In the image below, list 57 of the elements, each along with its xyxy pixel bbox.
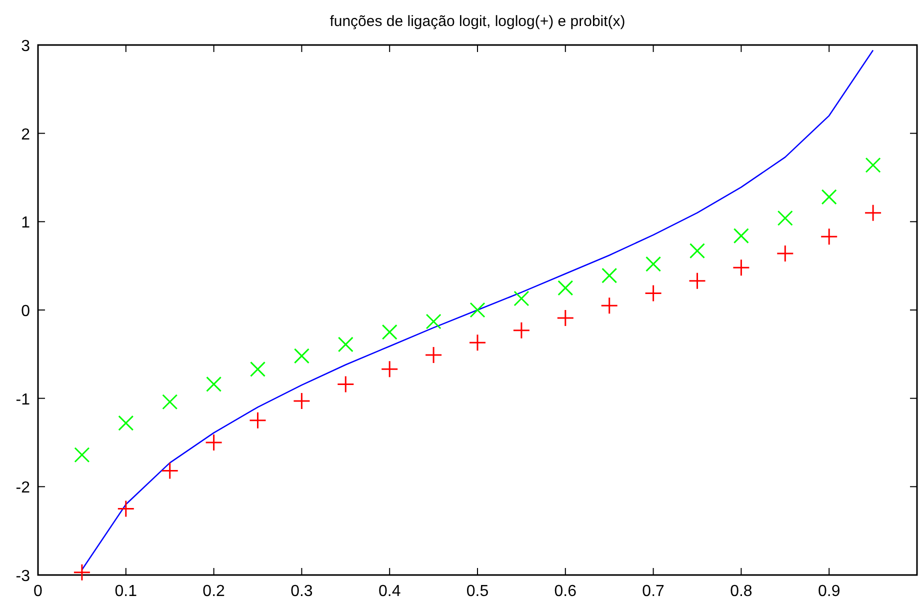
point [382, 324, 398, 340]
point [336, 375, 354, 393]
point [73, 564, 91, 582]
y-tick-label: 3 [21, 38, 30, 55]
x-tick-label: 0.2 [202, 583, 226, 600]
x-tick-label: 0.8 [730, 583, 752, 600]
point [602, 268, 618, 284]
point [514, 290, 530, 306]
point [864, 204, 882, 222]
point [162, 394, 178, 410]
point [732, 258, 750, 276]
point [776, 244, 794, 262]
line-series [81, 50, 874, 570]
point [117, 500, 135, 518]
x-tick-label: 0.3 [290, 583, 313, 600]
point [777, 210, 793, 226]
y-tick-label: -1 [16, 391, 30, 408]
y-tick-label: -2 [16, 480, 30, 497]
point [600, 296, 618, 314]
point [250, 361, 266, 377]
chart-title: funções de ligação logit, loglog(+) e probit(x) [330, 13, 626, 30]
point [688, 272, 706, 290]
point [161, 462, 179, 480]
x-tick-label: 0.9 [818, 583, 840, 600]
point [249, 412, 266, 430]
point [426, 314, 442, 330]
point [470, 302, 486, 318]
point [865, 157, 881, 173]
point [556, 309, 574, 327]
point [338, 336, 354, 352]
point [690, 243, 705, 259]
point [468, 334, 486, 352]
point [821, 189, 837, 205]
x-tick-label: 0 [34, 583, 43, 600]
point [646, 256, 662, 272]
point [118, 415, 134, 431]
point [292, 392, 310, 410]
point [380, 360, 398, 378]
point [424, 346, 442, 364]
y-tick-label: -3 [16, 568, 30, 585]
point [512, 322, 530, 340]
point [74, 447, 90, 463]
point [206, 376, 222, 392]
point [558, 280, 574, 296]
point [820, 228, 838, 246]
x-tick-label: 0.1 [114, 583, 138, 600]
point [644, 284, 662, 302]
x-tick-label: 0.5 [466, 583, 489, 600]
y-tick-label: 1 [21, 214, 30, 232]
point [294, 348, 310, 364]
y-tick-label: 2 [21, 126, 30, 144]
x-tick-label: 0.7 [642, 583, 665, 600]
x-tick-label: 0.6 [554, 583, 577, 600]
y-tick-label: 0 [21, 303, 30, 320]
point [733, 228, 749, 244]
point [205, 434, 223, 452]
x-tick-label: 0.4 [378, 583, 401, 600]
